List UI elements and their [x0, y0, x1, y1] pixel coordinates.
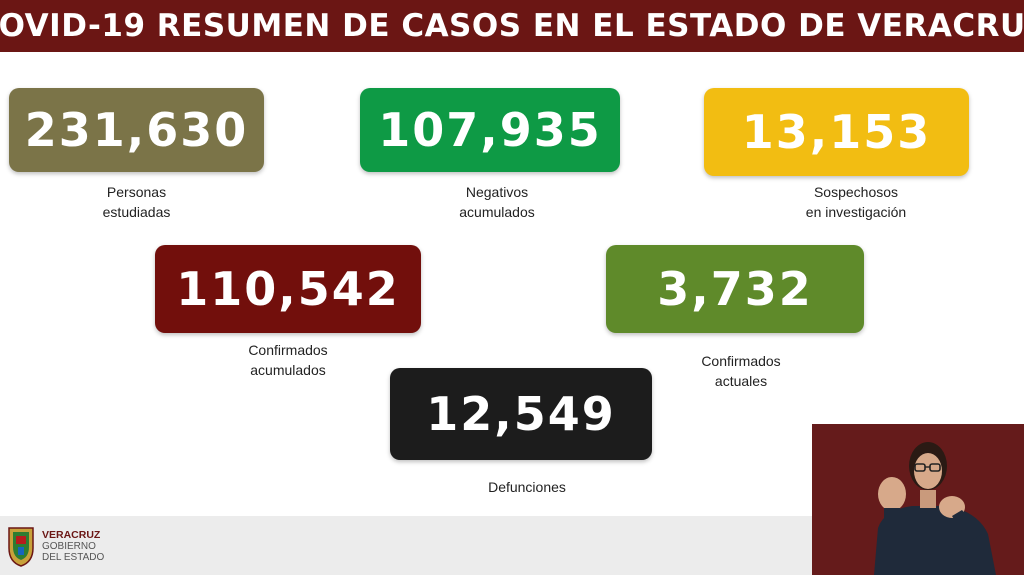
personas-estudiadas-caption: Personas estudiadas	[9, 182, 264, 222]
card-defunciones: 12,549	[390, 368, 652, 460]
personas-estudiadas-value: 231,630	[24, 103, 249, 157]
veracruz-coat-of-arms-icon	[8, 527, 34, 567]
caption-line: Personas	[106, 184, 167, 200]
caption-line: acumulados	[250, 362, 326, 378]
caption-line: Negativos	[465, 184, 529, 200]
caption-line: acumulados	[459, 204, 535, 220]
card-sospechosos: 13,153	[704, 88, 969, 176]
negativos-acumulados-value: 107,935	[378, 103, 602, 157]
caption-line: actuales	[714, 373, 768, 389]
card-personas-estudiadas: 231,630	[9, 88, 264, 172]
logo-line-veracruz: VERACRUZ	[42, 529, 101, 541]
sign-language-interpreter-video	[812, 424, 1024, 575]
title-banner: COVID-19 RESUMEN DE CASOS EN EL ESTADO D…	[0, 0, 1024, 52]
state-government-logo-text: VERACRUZ GOBIERNO DEL ESTADO	[42, 529, 105, 564]
page-title: COVID-19 RESUMEN DE CASOS EN EL ESTADO D…	[0, 8, 1024, 44]
card-confirmados-actuales: 3,732	[606, 245, 864, 333]
caption-line: Sospechosos	[813, 184, 899, 200]
logo-line-gobierno: GOBIERNO	[42, 541, 96, 552]
card-confirmados-acumulados: 110,542	[155, 245, 421, 333]
defunciones-caption: Defunciones	[397, 477, 657, 497]
sospechosos-value: 13,153	[741, 105, 932, 159]
sospechosos-caption: Sospechosos en investigación	[726, 182, 986, 222]
confirmados-acumulados-value: 110,542	[176, 262, 400, 316]
caption-line: Confirmados	[701, 353, 781, 369]
defunciones-value: 12,549	[426, 387, 616, 441]
card-negativos-acumulados: 107,935	[360, 88, 620, 172]
confirmados-actuales-caption: Confirmados actuales	[611, 351, 871, 391]
interpreter-figure-image	[812, 424, 1024, 575]
caption-line: estudiadas	[102, 204, 171, 220]
confirmados-actuales-value: 3,732	[657, 262, 813, 316]
caption-line: en investigación	[805, 204, 907, 220]
footer-bar	[0, 516, 812, 575]
caption-line: Defunciones	[488, 479, 566, 495]
confirmados-acumulados-caption: Confirmados acumulados	[158, 340, 418, 380]
caption-line: Confirmados	[248, 342, 328, 358]
negativos-acumulados-caption: Negativos acumulados	[367, 182, 627, 222]
logo-line-del-estado: DEL ESTADO	[42, 552, 105, 563]
